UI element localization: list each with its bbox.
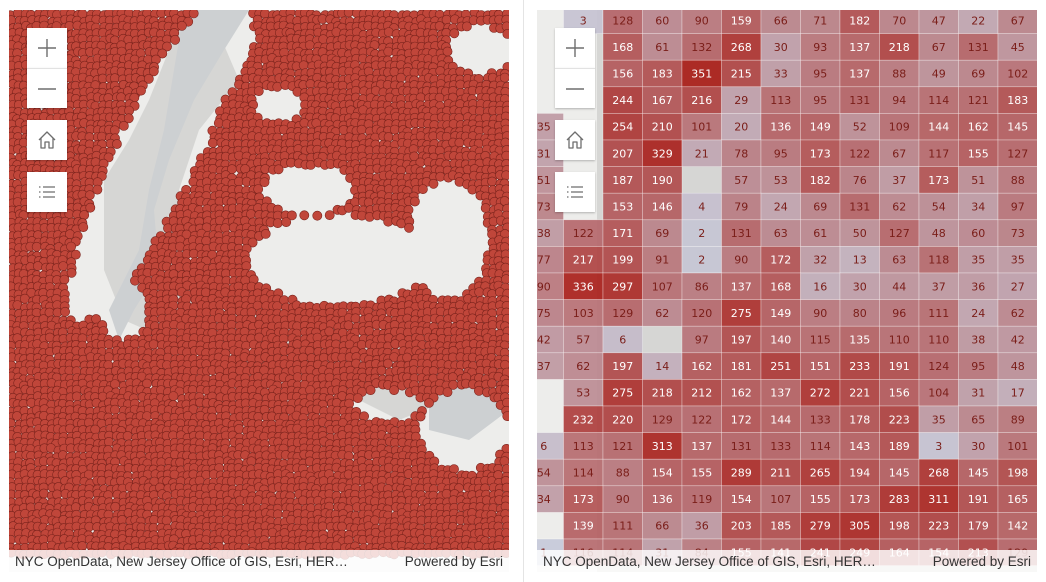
point-feature[interactable] [428, 178, 439, 189]
point-feature[interactable] [32, 261, 43, 271]
point-feature[interactable] [461, 21, 472, 32]
point-feature[interactable] [59, 274, 70, 285]
point-feature[interactable] [148, 339, 159, 350]
point-feature[interactable] [58, 261, 69, 271]
point-feature[interactable] [501, 170, 510, 181]
point-feature[interactable] [253, 86, 264, 96]
point-feature[interactable] [260, 228, 271, 239]
point-feature[interactable] [148, 66, 159, 77]
point-feature[interactable] [501, 274, 509, 285]
point-feature[interactable] [449, 28, 460, 39]
point-feature[interactable] [434, 21, 445, 31]
view-divider [523, 0, 524, 582]
map-view-points[interactable]: NYC OpenData, New Jersey Office of GIS, … [9, 10, 509, 572]
point-feature[interactable] [404, 222, 414, 233]
point-feature[interactable] [110, 404, 120, 415]
point-feature[interactable] [136, 85, 146, 96]
point-feature[interactable] [376, 365, 387, 376]
point-feature[interactable] [162, 41, 172, 52]
point-feature[interactable] [343, 10, 354, 18]
point-feature[interactable] [122, 430, 133, 441]
point-feature[interactable] [273, 164, 284, 175]
point-feature[interactable] [157, 48, 168, 59]
points-map-canvas[interactable] [9, 10, 509, 572]
point-feature[interactable] [92, 184, 103, 195]
point-feature[interactable] [299, 210, 310, 221]
point-feature[interactable] [487, 378, 497, 389]
point-feature[interactable] [272, 81, 283, 92]
point-feature[interactable] [71, 391, 82, 402]
point-feature[interactable] [168, 391, 179, 401]
point-feature[interactable] [409, 196, 420, 207]
point-feature[interactable] [52, 489, 63, 500]
point-feature[interactable] [501, 482, 509, 493]
point-feature[interactable] [352, 393, 363, 403]
point-feature[interactable] [60, 306, 70, 317]
point-feature[interactable] [474, 287, 485, 297]
point-feature[interactable] [110, 501, 121, 512]
point-feature[interactable] [417, 184, 428, 194]
point-feature[interactable] [31, 241, 42, 252]
point-feature[interactable] [66, 241, 76, 252]
point-feature[interactable] [85, 202, 96, 213]
point-feature[interactable] [502, 29, 509, 39]
point-feature[interactable] [66, 267, 77, 278]
point-features-layer[interactable] [9, 10, 509, 560]
point-feature[interactable] [78, 222, 89, 232]
point-feature[interactable] [253, 184, 264, 194]
point-feature[interactable] [188, 10, 199, 19]
point-feature[interactable] [112, 139, 122, 149]
point-feature[interactable] [305, 79, 316, 89]
point-feature[interactable] [118, 121, 129, 131]
point-feature[interactable] [365, 385, 376, 395]
point-feature[interactable] [304, 40, 315, 50]
point-feature[interactable] [480, 203, 491, 213]
point-feature[interactable] [176, 20, 187, 31]
point-feature[interactable] [123, 113, 134, 124]
point-feature[interactable] [502, 397, 509, 408]
point-feature[interactable] [499, 72, 509, 83]
point-feature[interactable] [435, 171, 446, 182]
point-feature[interactable] [382, 358, 393, 369]
point-feature[interactable] [143, 73, 154, 84]
point-feature[interactable] [389, 124, 400, 135]
point-feature[interactable] [415, 411, 426, 422]
point-feature[interactable] [170, 34, 180, 45]
point-feature[interactable] [350, 313, 361, 324]
point-feature[interactable] [502, 411, 509, 421]
point-feature[interactable] [395, 72, 406, 83]
point-feature[interactable] [487, 176, 497, 187]
point-feature[interactable] [207, 137, 218, 148]
point-feature[interactable] [312, 210, 323, 221]
point-feature[interactable] [501, 150, 509, 161]
point-feature[interactable] [19, 293, 30, 304]
point-feature[interactable] [383, 46, 394, 57]
point-feature[interactable] [324, 210, 335, 220]
point-feature[interactable] [281, 217, 292, 227]
point-feature[interactable] [424, 397, 434, 408]
point-feature[interactable] [272, 218, 283, 228]
point-feature[interactable] [473, 385, 484, 396]
point-feature[interactable] [356, 124, 367, 135]
point-feature[interactable] [389, 385, 399, 395]
point-feature[interactable] [442, 387, 453, 397]
point-feature[interactable] [292, 339, 303, 350]
point-feature[interactable] [12, 411, 22, 421]
